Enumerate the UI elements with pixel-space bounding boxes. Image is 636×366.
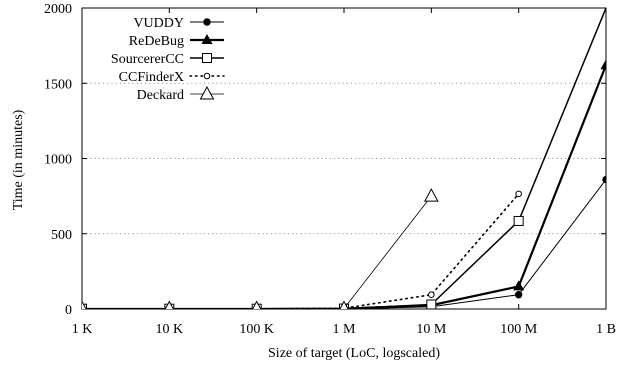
series-deckard: [82, 188, 439, 309]
data-point-deckard: [252, 300, 262, 309]
data-point-deckard: [339, 300, 349, 309]
series-line-ccfinderx: [82, 193, 520, 309]
legend-marker-redebug: [201, 34, 213, 44]
legend-label-redebug: ReDeBug: [129, 34, 184, 49]
series-ccfinderx: [82, 190, 522, 309]
data-point-vuddy: [514, 291, 523, 299]
x-tick-label: 10 K: [156, 322, 184, 337]
y-tick-label: 0: [65, 303, 72, 318]
x-axis-label: Size of target (LoC, logscaled): [268, 346, 440, 361]
data-point-deckard: [164, 300, 174, 309]
y-tick-label: 1000: [44, 153, 72, 168]
y-tick-label: 1500: [44, 77, 72, 92]
x-tick-label: 1 M: [333, 322, 357, 337]
data-point-ccfinderx: [428, 291, 435, 299]
legend-marker-sourcerercc: [202, 53, 212, 63]
legend-label-sourcerercc: SourcererCC: [111, 52, 184, 67]
legend: VUDDY ReDeBug SourcererCC CCFinderX Deckard: [111, 16, 225, 103]
y-tick-label: 2000: [44, 2, 72, 17]
tick-labels: 0 500 1000 1500 2000 1 K 10 K 100 K 1 M 10 M 100 M…: [44, 2, 616, 337]
x-tick-label: 1 B: [596, 322, 616, 337]
data-point-sourcerercc: [426, 299, 437, 309]
x-tick-label: 10 M: [416, 322, 447, 337]
series-vuddy: [82, 175, 606, 309]
data-point-sourcerercc: [513, 215, 524, 226]
data-point-redebug: [600, 59, 606, 70]
x-tick-label: 1 K: [72, 322, 93, 337]
series-line-deckard: [82, 195, 432, 309]
legend-label-deckard: Deckard: [137, 88, 184, 103]
x-tick-label: 100 K: [239, 322, 274, 337]
data-point-redebug: [513, 280, 525, 291]
data-point-vuddy: [602, 175, 606, 184]
x-tick-label: 100 M: [500, 322, 538, 337]
legend-marker-deckard: [199, 85, 215, 100]
y-tick-label: 500: [51, 228, 72, 243]
legend-label-ccfinderx: CCFinderX: [119, 70, 184, 85]
legend-label-vuddy: VUDDY: [133, 16, 184, 31]
legend-marker-vuddy: [203, 18, 211, 26]
plot-area: [82, 8, 606, 309]
data-point-ccfinderx: [515, 190, 522, 198]
y-axis-label: Time (in minutes): [11, 109, 26, 210]
data-point-deckard: [423, 188, 439, 202]
legend-marker-ccfinderx: [203, 72, 211, 80]
data-point-deckard: [82, 300, 87, 309]
